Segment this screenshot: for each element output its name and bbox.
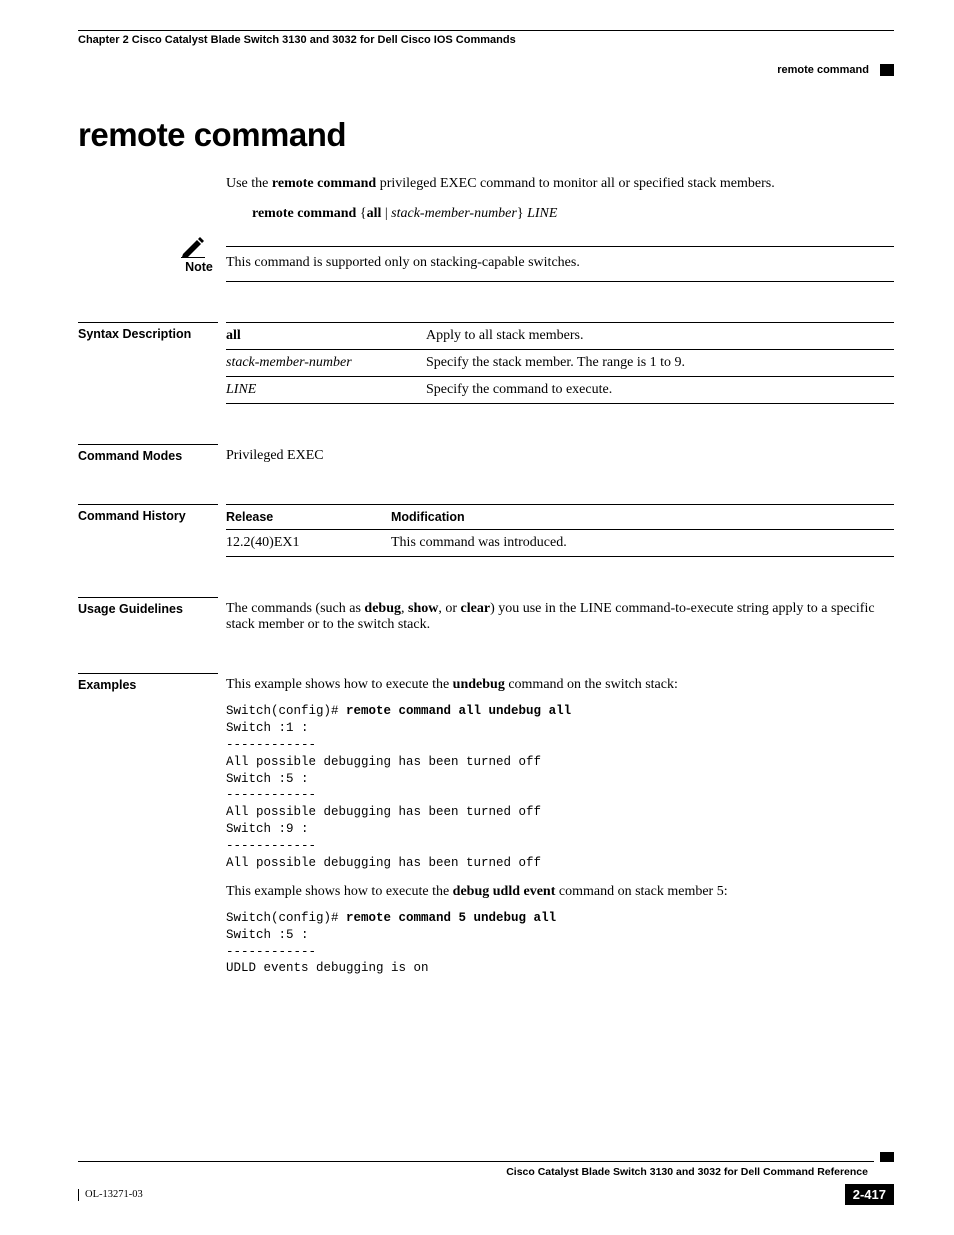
intro-command-name: remote command (272, 176, 376, 191)
example2-intro: This example shows how to execute the de… (226, 884, 894, 900)
intro-post: privileged EXEC command to monitor all o… (376, 176, 775, 191)
running-head-right: remote command (78, 64, 894, 76)
page-title: remote command (78, 116, 894, 154)
syntax-form: remote command {all | stack-member-numbe… (252, 206, 894, 222)
header-marker-icon (880, 64, 894, 76)
history-modification: This command was introduced. (391, 530, 894, 557)
command-modes-text: Privileged EXEC (226, 444, 894, 464)
pencil-icon (181, 234, 207, 258)
syntax-brace-open: { (356, 206, 366, 221)
running-head-text: remote command (777, 64, 869, 76)
usage-text: The commands (such as debug, show, or cl… (226, 597, 894, 633)
page-number-badge: 2-417 (845, 1184, 894, 1205)
table-row: LINE Specify the command to execute. (226, 377, 894, 404)
syntax-sep: | (381, 206, 391, 221)
syntax-line-var: LINE (527, 206, 557, 221)
syntax-brace-close: } (517, 206, 527, 221)
history-col-modification: Modification (391, 505, 894, 530)
table-header-row: Release Modification (226, 505, 894, 530)
usage-guidelines-label: Usage Guidelines (78, 597, 218, 616)
param-all: all (226, 328, 241, 343)
footer-doc-id: OL-13271-03 (78, 1189, 143, 1201)
param-member-desc: Specify the stack member. The range is 1… (426, 350, 894, 377)
command-history-label: Command History (78, 504, 218, 523)
footer-marker-icon (880, 1152, 894, 1162)
command-history-section: Command History Release Modification 12.… (226, 504, 894, 557)
note-label: Note (174, 260, 224, 274)
syntax-cmd: remote command (252, 206, 356, 221)
syntax-description-label: Syntax Description (78, 322, 218, 341)
syntax-table: all Apply to all stack members. stack-me… (226, 322, 894, 404)
table-row: 12.2(40)EX1 This command was introduced. (226, 530, 894, 557)
command-modes-label: Command Modes (78, 444, 218, 463)
syntax-var: stack-member-number (391, 206, 517, 221)
history-release: 12.2(40)EX1 (226, 530, 391, 557)
intro-paragraph: Use the remote command privileged EXEC c… (226, 176, 894, 192)
usage-guidelines-section: Usage Guidelines The commands (such as d… (226, 597, 894, 633)
footer-book-title: Cisco Catalyst Blade Switch 3130 and 303… (78, 1166, 874, 1178)
note-text: This command is supported only on stacki… (226, 246, 894, 282)
history-col-release: Release (226, 505, 391, 530)
param-line-desc: Specify the command to execute. (426, 377, 894, 404)
page-footer: Cisco Catalyst Blade Switch 3130 and 303… (78, 1152, 894, 1205)
syntax-description-section: Syntax Description all Apply to all stac… (226, 322, 894, 404)
syntax-all: all (367, 206, 382, 221)
param-member: stack-member-number (226, 355, 352, 370)
examples-label: Examples (78, 673, 218, 692)
example2-code: Switch(config)# remote command 5 undebug… (226, 910, 894, 978)
table-row: all Apply to all stack members. (226, 323, 894, 350)
example1-code: Switch(config)# remote command all undeb… (226, 703, 894, 872)
table-row: stack-member-number Specify the stack me… (226, 350, 894, 377)
history-table: Release Modification 12.2(40)EX1 This co… (226, 504, 894, 557)
param-line: LINE (226, 382, 256, 397)
note-block: Note This command is supported only on s… (226, 246, 894, 282)
param-all-desc: Apply to all stack members. (426, 323, 894, 350)
command-modes-section: Command Modes Privileged EXEC (226, 444, 894, 464)
example1-intro: This example shows how to execute the un… (226, 673, 894, 693)
chapter-header: Chapter 2 Cisco Catalyst Blade Switch 31… (78, 34, 894, 46)
examples-section: Examples This example shows how to execu… (226, 673, 894, 977)
intro-pre: Use the (226, 176, 272, 191)
